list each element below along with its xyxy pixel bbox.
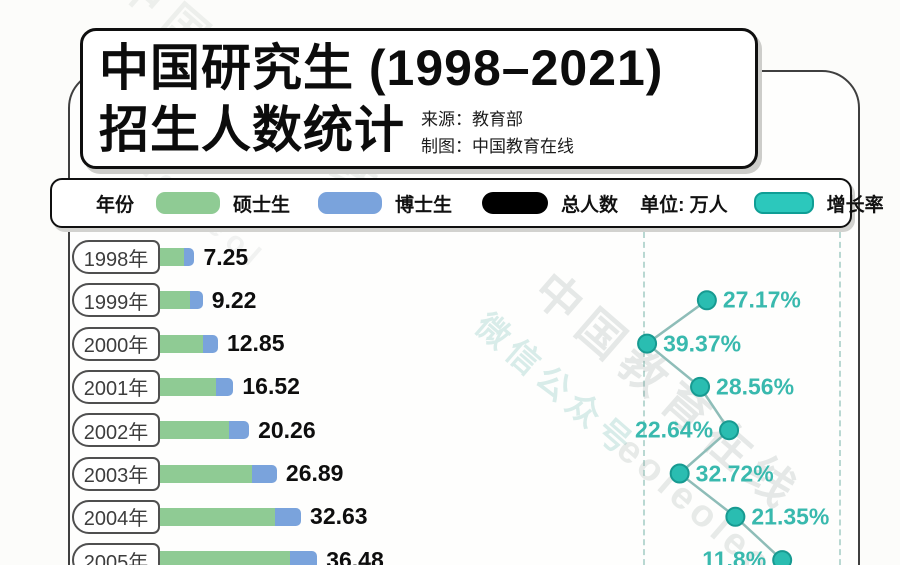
doctoral-bar-segment	[290, 551, 318, 565]
legend-bar: 年份 硕士生 博士生 总人数 单位: 万人 增长率	[50, 178, 884, 228]
legend-unit-label: 单位: 万人	[640, 194, 728, 216]
total-swatch	[482, 192, 549, 214]
chart-title-line2: 招生人数统计	[99, 102, 405, 158]
masters-bar-segment	[160, 421, 229, 440]
growth-rate-label: 32.72%	[695, 460, 774, 486]
legend-total-label: 总人数	[561, 194, 619, 216]
year-pill: 1999年	[72, 283, 160, 318]
legend-year-label: 年份	[96, 194, 135, 216]
masters-bar-segment	[160, 507, 275, 526]
doctoral-bar-segment	[184, 248, 195, 266]
growth-rate-label: 22.64%	[635, 416, 714, 443]
bar-row-1999年: 1999年 9.22	[72, 283, 257, 318]
total-value: 32.63	[310, 503, 368, 530]
year-pill: 1998年	[72, 240, 160, 274]
bar-row-1998年: 1998年 7.25	[72, 240, 248, 274]
total-value: 26.89	[285, 460, 344, 486]
source-label: 来源：教育部	[421, 110, 523, 129]
credit-label: 制图：中国教育在线	[421, 137, 574, 156]
growth-rate-label: 21.35%	[751, 503, 830, 530]
doctoral-bar-segment	[203, 334, 218, 353]
year-pill: 2000年	[72, 326, 160, 361]
doctoral-bar-segment	[190, 291, 203, 310]
year-pill: 2001年	[72, 369, 160, 404]
year-pill: 2005年	[72, 543, 160, 565]
bar-row-2005年: 2005年 36.48	[72, 543, 384, 565]
growth-rate-label: 39.37%	[663, 330, 742, 357]
legend-masters-label: 硕士生	[233, 194, 291, 216]
title-card: 中国研究生 (1998–2021) 招生人数统计 来源：教育部 制图：中国教育在…	[80, 28, 758, 169]
source-block: 来源：教育部 制图：中国教育在线	[421, 100, 574, 160]
masters-swatch	[156, 192, 221, 214]
doctoral-bar-segment	[215, 377, 234, 396]
total-value: 36.48	[326, 546, 384, 565]
legend-growth-label: 增长率	[826, 194, 884, 216]
bar-row-2003年: 2003年 26.89	[72, 456, 344, 491]
doctoral-swatch	[318, 192, 383, 214]
year-pill: 2004年	[72, 499, 160, 534]
growth-axis-guide-left	[643, 232, 645, 565]
total-value: 12.85	[226, 330, 285, 357]
total-value: 7.25	[203, 243, 249, 270]
year-pill: 2003年	[72, 456, 160, 491]
bar-row-2000年: 2000年 12.85	[72, 326, 285, 361]
masters-bar-segment	[160, 334, 204, 353]
total-value: 16.52	[242, 373, 300, 400]
growth-rate-label: 11.8%	[702, 546, 767, 565]
masters-bar-segment	[160, 551, 291, 565]
growth-axis-guide-right	[839, 232, 841, 565]
masters-bar-segment	[160, 291, 191, 310]
year-pill: 2002年	[72, 413, 160, 448]
growth-swatch	[753, 192, 814, 214]
total-value: 20.26	[258, 416, 316, 443]
doctoral-bar-segment	[229, 421, 250, 440]
bar-row-2004年: 2004年 32.63	[72, 499, 368, 534]
legend-doctoral-label: 博士生	[395, 194, 453, 216]
doctoral-bar-segment	[252, 464, 277, 483]
growth-rate-label: 27.17%	[722, 286, 801, 313]
growth-rate-label: 28.56%	[716, 373, 795, 400]
masters-bar-segment	[160, 377, 216, 396]
masters-bar-segment	[160, 464, 253, 483]
masters-bar-segment	[160, 248, 185, 266]
chart-title-line1: 中国研究生 (1998–2021)	[99, 40, 664, 96]
bar-row-2002年: 2002年 20.26	[72, 413, 316, 448]
total-value: 9.22	[211, 286, 257, 313]
doctoral-bar-segment	[274, 507, 302, 526]
bar-row-2001年: 2001年 16.52	[72, 369, 300, 404]
